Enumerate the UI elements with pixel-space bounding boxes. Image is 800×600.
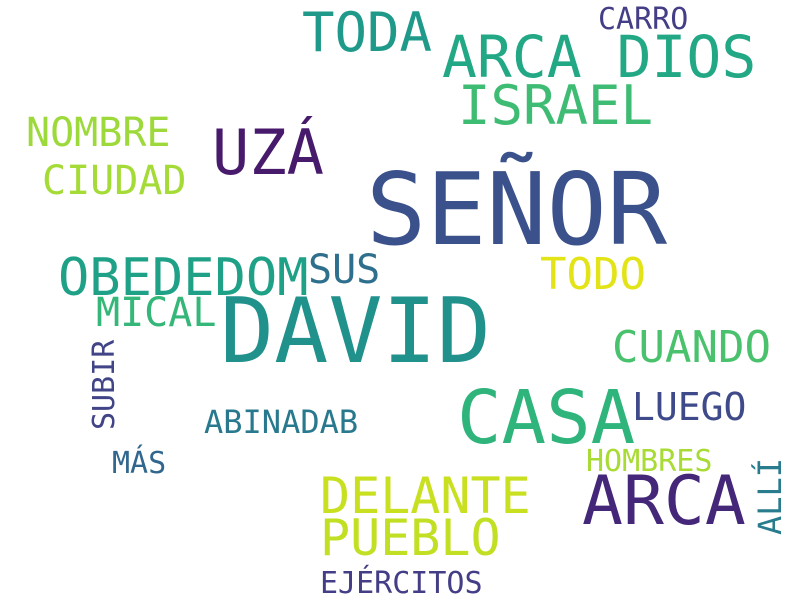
word-david: DAVID xyxy=(220,279,491,384)
word-sus: SUS xyxy=(308,247,381,293)
word-mas: MÁS xyxy=(112,446,167,481)
word-hombres: HOMBRES xyxy=(586,444,713,479)
word-nombre: NOMBRE xyxy=(26,110,171,156)
word-ciudad: CIUDAD xyxy=(42,158,187,204)
word-carro: CARRO xyxy=(598,2,689,37)
word-abinadab: ABINADAB xyxy=(204,403,359,441)
word-toda: TODA xyxy=(302,1,433,64)
word-subir: SUBIR xyxy=(87,339,122,430)
word-todo: TODO xyxy=(540,249,646,300)
word-ejercitos: EJÉRCITOS xyxy=(320,566,483,600)
word-obededom: OBEDEDOM xyxy=(58,248,309,308)
word-casa: CASA xyxy=(457,375,636,461)
word-israel: ISRAEL xyxy=(458,74,654,137)
word-uza: UZÁ xyxy=(212,116,324,189)
word-pueblo: PUEBLO xyxy=(320,509,501,567)
word-luego: LUEGO xyxy=(632,385,747,429)
word-cuando: CUANDO xyxy=(612,322,771,373)
word-arca-dios: ARCA DIOS xyxy=(442,23,757,91)
word-delante: DELANTE xyxy=(320,467,531,525)
word-arca: ARCA xyxy=(582,462,746,541)
word-senor: SEÑOR xyxy=(366,151,668,268)
word-mical: MICAL xyxy=(96,290,217,336)
word-alli: ALLÍ xyxy=(751,457,789,535)
